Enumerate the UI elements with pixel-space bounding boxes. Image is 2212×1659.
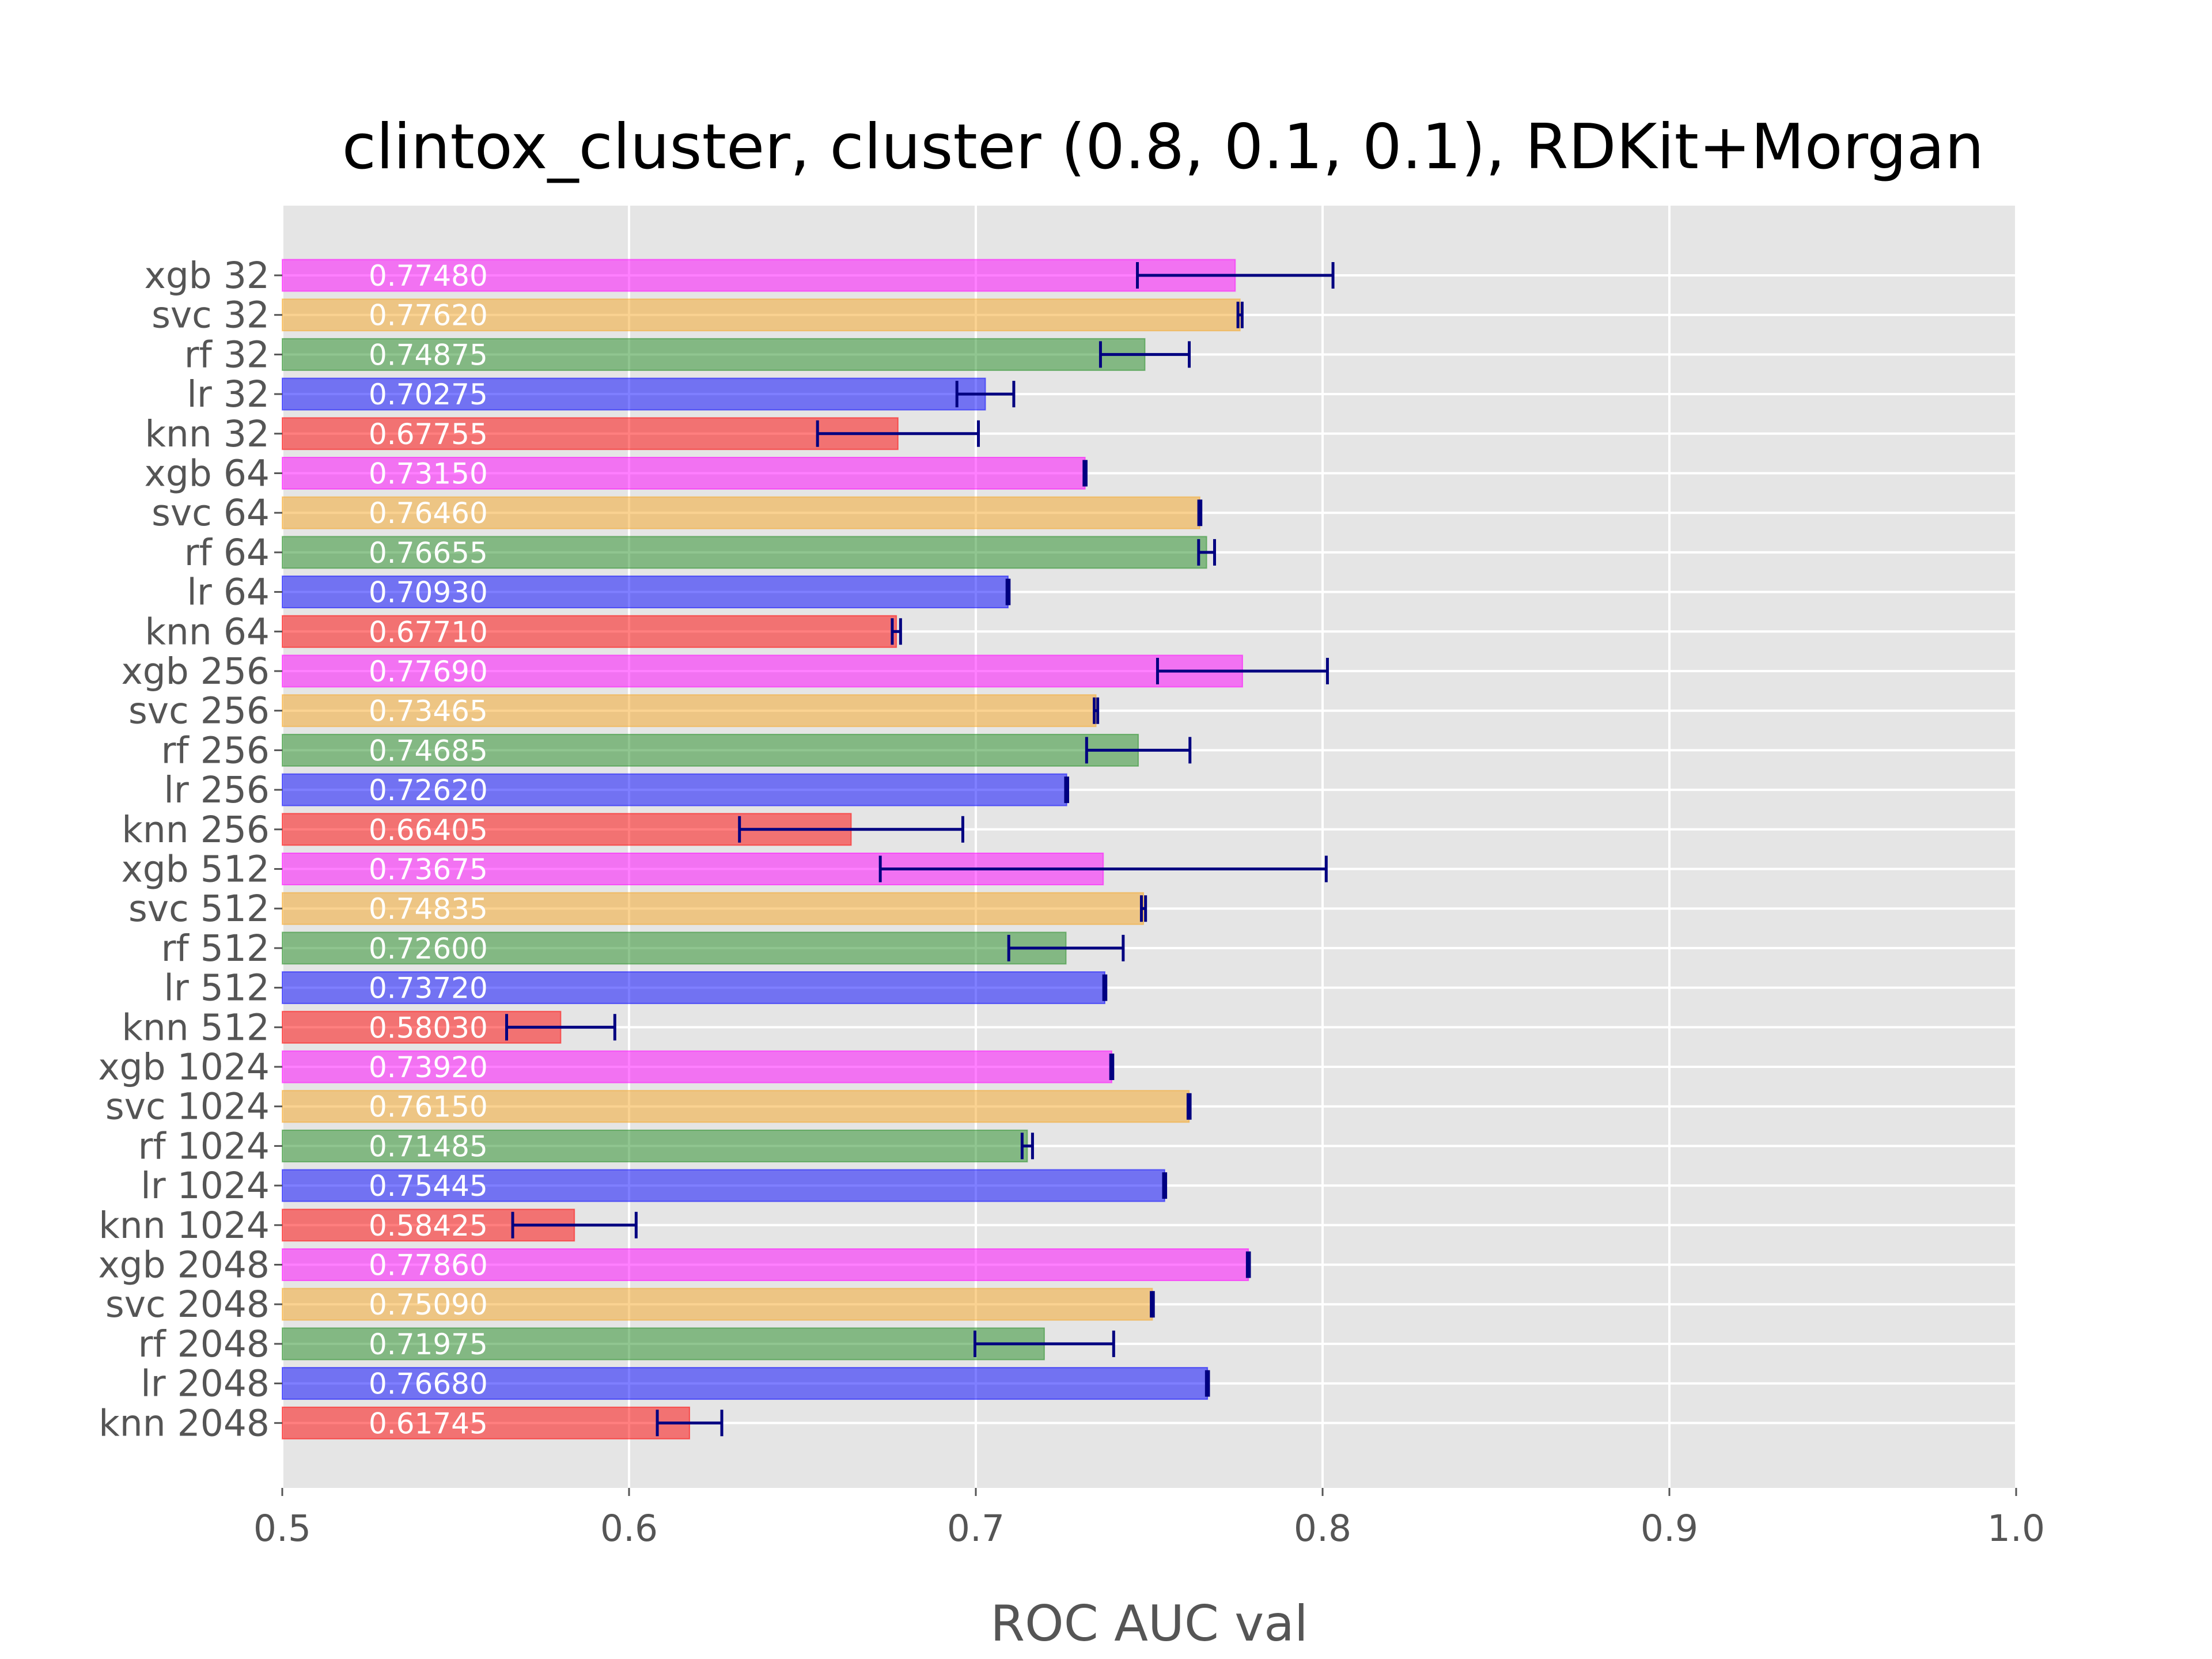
y-tick-label: knn 2048 <box>99 1402 270 1444</box>
bar-value-label: 0.77690 <box>369 655 488 688</box>
y-tick-label: xgb 512 <box>121 849 270 891</box>
bar-value-label: 0.74685 <box>369 734 488 767</box>
y-tick-label: lr 1024 <box>141 1165 270 1207</box>
y-tick-label: svc 64 <box>151 492 270 534</box>
y-tick-label: knn 256 <box>122 809 270 851</box>
bar <box>282 1248 1249 1281</box>
x-tick-label: 1.0 <box>1987 1508 2045 1550</box>
x-tick-label: 0.8 <box>1294 1508 1351 1550</box>
bar-value-label: 0.71485 <box>369 1130 488 1163</box>
bar-value-label: 0.77480 <box>369 259 488 293</box>
y-tick-label: xgb 256 <box>121 650 270 692</box>
y-tick-label: svc 512 <box>128 888 270 930</box>
bar-value-label: 0.71975 <box>369 1328 488 1361</box>
y-tick-label: knn 32 <box>145 413 270 455</box>
y-tick-label: rf 1024 <box>138 1125 270 1167</box>
x-tick-label: 0.6 <box>600 1508 658 1550</box>
bar <box>282 694 1097 728</box>
bar-value-label: 0.76150 <box>369 1090 488 1124</box>
y-tick-label: xgb 32 <box>145 255 270 297</box>
bar-value-label: 0.73920 <box>369 1051 488 1084</box>
y-tick-label: svc 256 <box>128 690 270 732</box>
bar-value-label: 0.67755 <box>369 418 488 451</box>
bar <box>282 773 1067 806</box>
bar <box>282 1050 1112 1084</box>
bar-value-label: 0.70275 <box>369 378 488 411</box>
y-tick-label: rf 512 <box>161 927 270 969</box>
y-tick-label: lr 512 <box>164 967 270 1009</box>
y-tick-label: knn 64 <box>145 611 270 653</box>
bar-value-label: 0.72600 <box>369 932 488 965</box>
bar-value-label: 0.73150 <box>369 457 488 491</box>
bar <box>282 457 1086 490</box>
y-tick-label: svc 1024 <box>105 1086 270 1128</box>
bar-value-label: 0.70930 <box>369 576 488 609</box>
x-axis: 0.5 0.6 0.7 0.8 0.9 1.0 <box>253 1488 2045 1550</box>
bar <box>282 536 1207 569</box>
bar-value-label: 0.75090 <box>369 1288 488 1321</box>
bar-value-label: 0.76655 <box>369 536 488 570</box>
bar <box>282 1287 1153 1321</box>
bar-value-label: 0.73675 <box>369 853 488 887</box>
bar-value-label: 0.73720 <box>369 972 488 1005</box>
y-tick-label: rf 64 <box>184 532 270 574</box>
chart-title: clintox_cluster, cluster (0.8, 0.1, 0.1)… <box>342 111 1984 183</box>
bar-value-label: 0.61745 <box>369 1407 488 1440</box>
y-tick-label: rf 32 <box>184 334 270 376</box>
bar <box>282 1327 1045 1361</box>
bar-value-label: 0.67710 <box>369 615 488 649</box>
y-tick-label: lr 256 <box>164 769 270 811</box>
x-tick-label: 0.7 <box>947 1508 1005 1550</box>
bar <box>282 575 1009 609</box>
bar-value-label: 0.75445 <box>369 1169 488 1203</box>
bar-value-label: 0.66405 <box>369 813 488 847</box>
bar-value-label: 0.72620 <box>369 774 488 807</box>
bar <box>282 1406 691 1440</box>
x-tick-label: 0.9 <box>1641 1508 1698 1550</box>
y-tick-label: rf 256 <box>161 729 270 771</box>
bar-value-label: 0.76680 <box>369 1368 488 1401</box>
bar <box>282 615 897 648</box>
y-tick-label: rf 2048 <box>138 1323 270 1365</box>
y-tick-label: svc 2048 <box>105 1283 270 1325</box>
y-tick-label: xgb 1024 <box>98 1046 270 1088</box>
y-tick-label: svc 32 <box>151 294 270 336</box>
bar-value-label: 0.74875 <box>369 338 488 372</box>
bar <box>282 259 1236 292</box>
bar-value-label: 0.58030 <box>369 1011 488 1044</box>
bar <box>282 377 986 411</box>
bar <box>282 654 1243 688</box>
bar <box>282 298 1241 332</box>
x-tick-label: 0.5 <box>253 1508 311 1550</box>
bar-value-label: 0.74835 <box>369 892 488 926</box>
bar <box>282 1090 1190 1123</box>
y-tick-label: knn 1024 <box>99 1205 270 1247</box>
bar <box>282 931 1067 965</box>
bar-value-label: 0.77620 <box>369 299 488 332</box>
y-tick-label: knn 512 <box>122 1006 270 1048</box>
bar-value-label: 0.76460 <box>369 497 488 530</box>
bar <box>282 733 1139 767</box>
y-tick-label: xgb 2048 <box>98 1244 270 1286</box>
bar <box>282 338 1146 371</box>
bar-value-label: 0.73465 <box>369 695 488 728</box>
x-axis-label: ROC AUC val <box>990 1595 1308 1653</box>
y-tick-label: xgb 64 <box>145 453 270 495</box>
y-tick-label: lr 2048 <box>141 1363 270 1405</box>
bar <box>282 892 1145 925</box>
bar-value-label: 0.77860 <box>369 1249 488 1282</box>
y-tick-label: lr 64 <box>187 571 270 613</box>
bar-value-label: 0.58425 <box>369 1209 488 1243</box>
y-tick-label: lr 32 <box>187 373 270 415</box>
